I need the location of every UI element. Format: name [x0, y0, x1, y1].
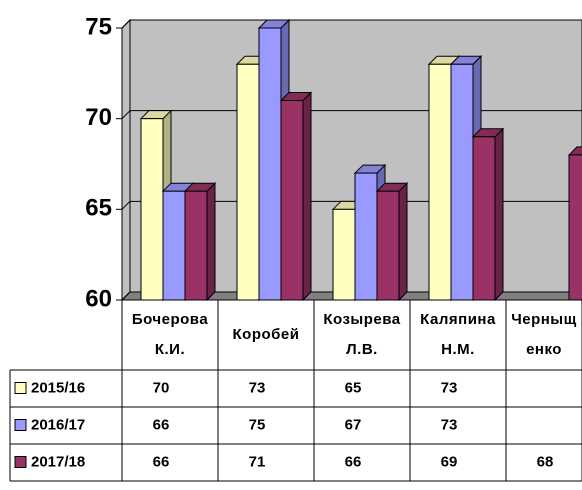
table-value: 73 [441, 416, 458, 433]
bar [472, 136, 496, 301]
y-tick-label: 75 [85, 13, 112, 40]
grid-line-side [121, 200, 131, 210]
legend-label: 2017/18 [31, 453, 85, 470]
bar-top-shade [141, 110, 171, 119]
table-value: 70 [153, 379, 170, 396]
table-value: 69 [441, 453, 458, 470]
bar-top-shade [451, 56, 481, 65]
bar [236, 63, 260, 301]
bar [280, 100, 304, 301]
bar-top-shade [473, 128, 503, 137]
category-label: Козырева Л.В. [323, 311, 401, 358]
bar [376, 190, 400, 301]
y-tick-label: 70 [85, 104, 112, 131]
table-value: 73 [249, 379, 266, 396]
bar-top-shade [281, 92, 311, 101]
bar [428, 63, 452, 301]
y-tick-label: 60 [85, 285, 112, 312]
table-value: 75 [249, 416, 266, 433]
table-value: 66 [153, 453, 170, 470]
table-value: 67 [345, 416, 362, 433]
bar-top-shade [259, 20, 289, 28]
bar [184, 190, 208, 301]
bar-top-shade [163, 183, 193, 192]
bar [140, 118, 164, 301]
y-tick-label: 65 [85, 195, 112, 222]
table-value: 68 [537, 453, 554, 470]
legend-label: 2016/17 [31, 416, 85, 433]
bar [568, 154, 582, 301]
category-label: Бочерова К.И. [131, 311, 209, 358]
legend-swatch [14, 382, 27, 394]
table-value: 65 [345, 379, 362, 396]
bar-side-shade [303, 92, 311, 301]
bar [258, 27, 282, 301]
grid-line-side [121, 110, 131, 120]
bar-side-shade [495, 128, 503, 300]
bar-top-shade [185, 183, 215, 192]
bar [354, 172, 378, 301]
side-wall [121, 18, 131, 302]
bar-top-shade [355, 165, 385, 174]
legend-label: 2015/16 [31, 379, 85, 396]
table-value: 73 [441, 379, 458, 396]
bar-top-shade [569, 146, 582, 155]
bar [162, 190, 186, 301]
category-label: Коробей [232, 326, 300, 343]
legend-swatch [14, 456, 27, 468]
bar [332, 208, 356, 301]
bar-side-shade [399, 183, 407, 300]
bar-top-shade [429, 56, 459, 65]
bar-top-shade [377, 183, 407, 192]
legend-swatch [14, 419, 27, 431]
bar [450, 63, 474, 301]
category-label: Черныщенко [511, 311, 577, 358]
table-value: 66 [153, 416, 170, 433]
category-label: Каляпина Н.М. [420, 311, 496, 358]
table-value: 66 [345, 453, 362, 470]
grid-line-side [121, 291, 131, 301]
bar-top [567, 146, 582, 156]
bar-side-shade [207, 183, 215, 300]
grid-line-side [121, 19, 131, 29]
table-value: 71 [249, 453, 266, 470]
